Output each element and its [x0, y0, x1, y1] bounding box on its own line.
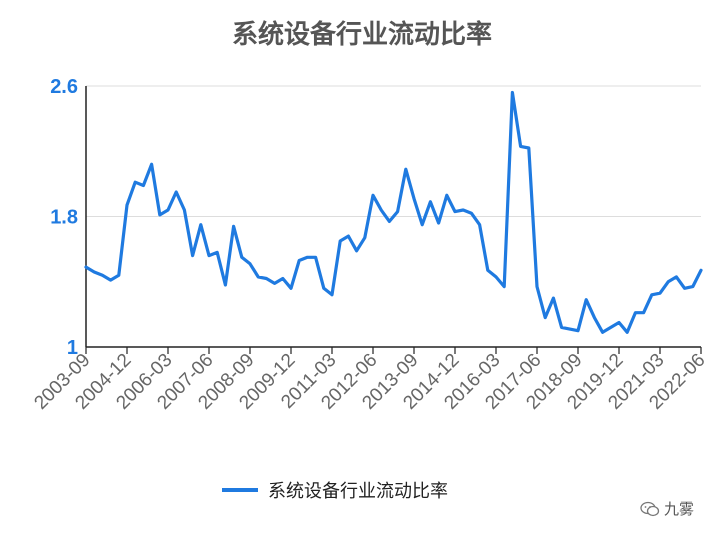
series-line	[84, 90, 703, 334]
legend: 系统设备行业流动比率	[222, 476, 448, 504]
y-tick-label: 1.8	[50, 207, 78, 229]
chart-title: 系统设备行业流动比率	[231, 20, 492, 50]
line-chart: 11.82.6 2003-092004-122006-032007-062008…	[30, 76, 709, 414]
y-tick-label: 2.6	[50, 76, 78, 98]
watermark: 九雾	[640, 498, 694, 519]
legend-swatch	[222, 488, 258, 492]
y-tick-label: 1	[67, 337, 78, 359]
watermark-text: 九雾	[664, 500, 695, 518]
wechat-icon	[640, 501, 660, 516]
legend-label: 系统设备行业流动比率	[268, 481, 448, 502]
